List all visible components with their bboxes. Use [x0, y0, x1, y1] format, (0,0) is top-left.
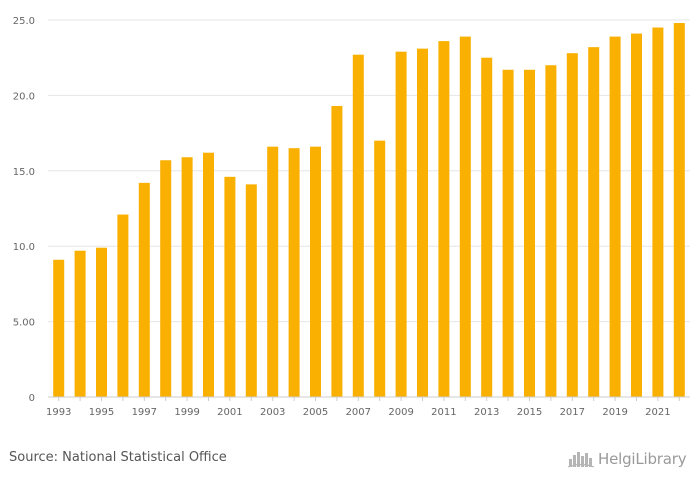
- x-tick-label: 2017: [560, 407, 585, 418]
- bar: [181, 157, 193, 397]
- bar: [374, 140, 386, 397]
- x-tick-label: 1997: [132, 407, 157, 418]
- source-note: Source: National Statistical Office: [9, 450, 227, 465]
- x-tick-label: 2001: [217, 407, 242, 418]
- helgi-library-logo[interactable]: HelgiLibrary: [568, 449, 687, 469]
- bar: [459, 36, 471, 398]
- bar: [545, 65, 557, 398]
- bar: [160, 160, 172, 397]
- bar: [74, 250, 86, 397]
- bar: [310, 146, 321, 397]
- y-tick-label: 0: [29, 393, 35, 404]
- y-tick-label: 25.0: [13, 16, 35, 27]
- bar: [224, 176, 236, 397]
- bar: [417, 48, 428, 398]
- x-tick-label: 1999: [174, 407, 199, 418]
- city-skyline-icon: [568, 452, 594, 468]
- bar: [288, 148, 300, 397]
- bar: [673, 23, 685, 398]
- x-tick-label: 2003: [260, 407, 285, 418]
- x-tick-label: 2009: [388, 407, 413, 418]
- bar: [502, 69, 514, 397]
- x-tick-label: 2007: [346, 407, 371, 418]
- y-tick-label: 5.00: [13, 318, 35, 329]
- bar: [203, 152, 214, 397]
- bar: [631, 33, 642, 397]
- bar: [138, 182, 150, 397]
- x-tick-label: 1995: [89, 407, 114, 418]
- bar: [245, 184, 257, 397]
- bar: [438, 41, 450, 398]
- x-tick-label: 2021: [645, 407, 670, 418]
- x-tick-label: 2015: [517, 407, 542, 418]
- bar: [652, 27, 664, 397]
- x-tick-label: 2011: [431, 407, 456, 418]
- y-tick-label: 20.0: [13, 91, 35, 102]
- bar: [481, 57, 493, 397]
- bar: [96, 247, 107, 397]
- bar: [566, 53, 578, 398]
- y-tick-label: 15.0: [13, 167, 35, 178]
- x-tick-label: 1993: [46, 407, 71, 418]
- bar: [117, 214, 129, 397]
- bar: [267, 146, 279, 397]
- bar: [53, 259, 65, 397]
- x-tick-label: 2013: [474, 407, 499, 418]
- bar: [609, 36, 621, 398]
- bar: [331, 105, 343, 398]
- x-tick-label: 2019: [602, 407, 627, 418]
- logo-text: HelgiLibrary: [598, 450, 687, 468]
- bar: [352, 54, 364, 398]
- x-tick-label: 2005: [303, 407, 328, 418]
- bar: [395, 51, 407, 398]
- bar: [524, 69, 535, 397]
- bar: [588, 47, 600, 397]
- y-tick-label: 10.0: [13, 242, 35, 253]
